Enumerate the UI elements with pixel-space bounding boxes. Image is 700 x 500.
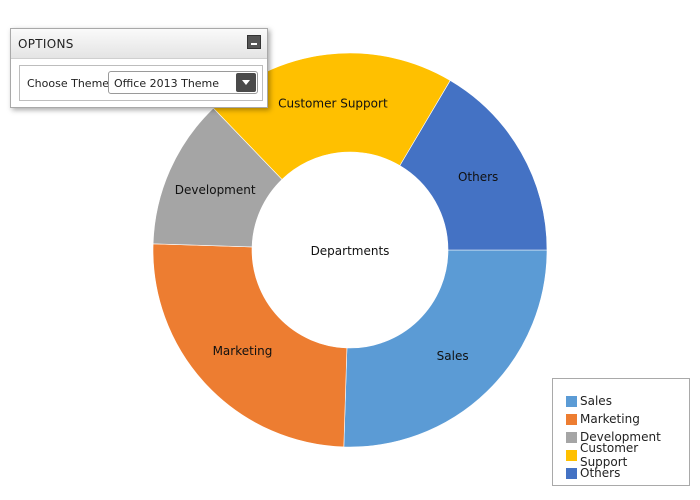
legend-item-development: Development	[566, 428, 689, 446]
legend-label: Customer Support	[579, 441, 639, 469]
theme-select[interactable]: Office 2013 Theme	[108, 71, 258, 94]
options-header: OPTIONS	[11, 29, 267, 59]
legend-item-customer-support: Customer Support	[566, 441, 689, 469]
minimize-icon	[251, 43, 257, 45]
options-body: Choose Theme: Office 2013 Theme	[19, 65, 263, 101]
legend-swatch	[566, 395, 577, 407]
slice-others[interactable]	[399, 80, 548, 251]
theme-select-value: Office 2013 Theme	[114, 77, 220, 90]
theme-label: Choose Theme:	[27, 77, 113, 90]
slice-label-customer-support: Customer Support	[278, 96, 388, 110]
chart-legend: Sales Marketing Development Customer Suppor…	[552, 378, 690, 486]
slice-label-others: Others	[458, 170, 498, 184]
legend-item-marketing: Marketing	[566, 410, 689, 428]
slice-customer-support[interactable]	[212, 52, 451, 180]
legend-item-others: Others	[566, 464, 689, 482]
slice-marketing[interactable]	[152, 243, 348, 448]
slice-label-development: Development	[175, 183, 256, 197]
dropdown-button[interactable]	[236, 73, 256, 92]
legend-swatch	[566, 467, 577, 479]
slice-label-marketing: Marketing	[213, 344, 273, 358]
legend-label: Others	[580, 466, 621, 480]
options-title: OPTIONS	[18, 37, 74, 51]
chart-center-label: Departments	[311, 244, 390, 258]
chevron-down-icon	[242, 80, 250, 85]
options-panel: OPTIONS Choose Theme: Office 2013 Theme	[10, 28, 268, 108]
legend-swatch	[566, 431, 577, 443]
legend-label: Sales	[580, 394, 612, 408]
legend-swatch	[566, 449, 577, 461]
legend-label: Marketing	[580, 412, 640, 426]
legend-label: Development	[580, 430, 661, 444]
minimize-button[interactable]	[247, 35, 261, 49]
legend-swatch	[566, 413, 577, 425]
legend-item-sales: Sales	[566, 392, 689, 410]
slice-sales[interactable]	[343, 249, 548, 448]
slice-label-sales: Sales	[437, 349, 469, 363]
